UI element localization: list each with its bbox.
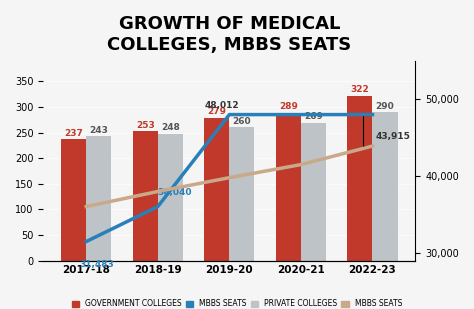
Text: 248: 248 (161, 123, 180, 132)
Bar (61, 139, 86, 260)
Bar (204, 118, 229, 260)
Text: 243: 243 (90, 126, 108, 135)
Bar (229, 128, 255, 260)
Text: 36,040: 36,040 (158, 188, 192, 197)
Text: 290: 290 (375, 102, 394, 111)
Bar (373, 112, 398, 260)
Bar (347, 96, 373, 260)
Text: 269: 269 (304, 112, 323, 121)
Text: 48,012: 48,012 (204, 101, 239, 110)
Text: 322: 322 (351, 85, 369, 94)
Bar (276, 112, 301, 260)
Bar (86, 136, 111, 260)
Legend: GOVERNMENT COLLEGES, MBBS SEATS, PRIVATE COLLEGES, MBBS SEATS: GOVERNMENT COLLEGES, MBBS SEATS, PRIVATE… (68, 296, 406, 309)
Text: 253: 253 (136, 121, 155, 129)
Title: GROWTH OF MEDICAL
COLLEGES, MBBS SEATS: GROWTH OF MEDICAL COLLEGES, MBBS SEATS (107, 15, 352, 54)
Text: 31,483: 31,483 (79, 260, 114, 269)
Bar (301, 123, 326, 260)
Text: 260: 260 (233, 117, 251, 126)
Bar (133, 131, 158, 260)
Text: 279: 279 (207, 107, 227, 116)
Bar (158, 133, 183, 260)
Text: 43,915: 43,915 (375, 132, 410, 141)
Text: 289: 289 (279, 102, 298, 111)
Text: 237: 237 (64, 129, 83, 138)
